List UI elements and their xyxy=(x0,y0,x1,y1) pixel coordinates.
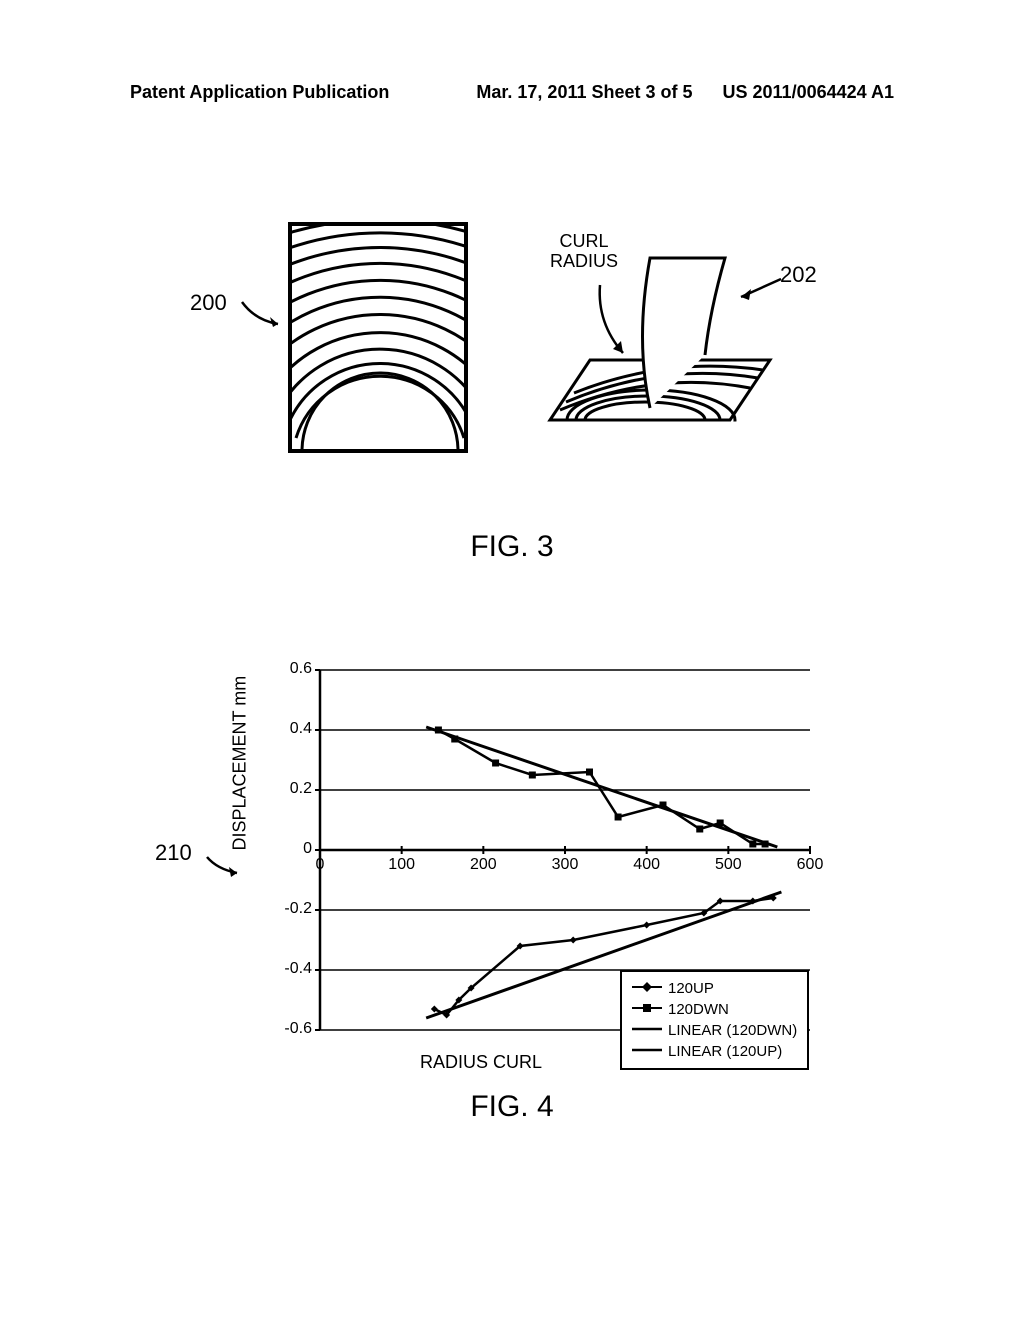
xtick-label: 200 xyxy=(463,856,503,874)
ref-202-arrow-icon xyxy=(735,275,785,305)
ref-202-label: 202 xyxy=(780,262,817,288)
ref-210-arrow-icon xyxy=(205,855,245,880)
xtick-label: 100 xyxy=(382,856,422,874)
ytick-label: -0.6 xyxy=(272,1020,312,1038)
ref-200-arrow-icon xyxy=(240,300,285,330)
ref-200-label: 200 xyxy=(190,290,227,316)
legend-label-1: 120DWN xyxy=(668,999,729,1020)
ytick-label: -0.4 xyxy=(272,960,312,978)
chart-ylabel: DISPLACEMENT mm xyxy=(230,676,251,851)
ytick-label: 0.6 xyxy=(272,660,312,678)
xtick-label: 600 xyxy=(790,856,830,874)
ytick-label: -0.2 xyxy=(272,900,312,918)
fig4-caption: FIG. 4 xyxy=(0,1090,1024,1124)
ref-210-label: 210 xyxy=(155,840,192,866)
curl-pad-flat xyxy=(288,222,468,453)
legend-item-linear-120dwn: LINEAR (120DWN) xyxy=(632,1020,797,1041)
xtick-label: 300 xyxy=(545,856,585,874)
ytick-label: 0.4 xyxy=(272,720,312,738)
xtick-label: 500 xyxy=(708,856,748,874)
ytick-label: 0.2 xyxy=(272,780,312,798)
legend-item-120up: 120UP xyxy=(632,978,797,999)
chart-xlabel: RADIUS CURL xyxy=(420,1052,542,1073)
xtick-label: 0 xyxy=(300,856,340,874)
legend-item-linear-120up: LINEAR (120UP) xyxy=(632,1041,797,1062)
legend-label-3: LINEAR (120UP) xyxy=(668,1041,782,1062)
legend-item-120dwn: 120DWN xyxy=(632,999,797,1020)
xtick-label: 400 xyxy=(627,856,667,874)
legend-label-0: 120UP xyxy=(668,978,714,999)
legend-label-2: LINEAR (120DWN) xyxy=(668,1020,797,1041)
header-pub-number: US 2011/0064424 A1 xyxy=(723,82,894,103)
header-date-sheet: Mar. 17, 2011 Sheet 3 of 5 xyxy=(476,82,692,103)
fig3-caption: FIG. 3 xyxy=(0,530,1024,564)
header-publication: Patent Application Publication xyxy=(130,82,389,103)
chart-legend: 120UP 120DWN LINEAR (120DWN) LINEAR (120… xyxy=(620,970,809,1070)
